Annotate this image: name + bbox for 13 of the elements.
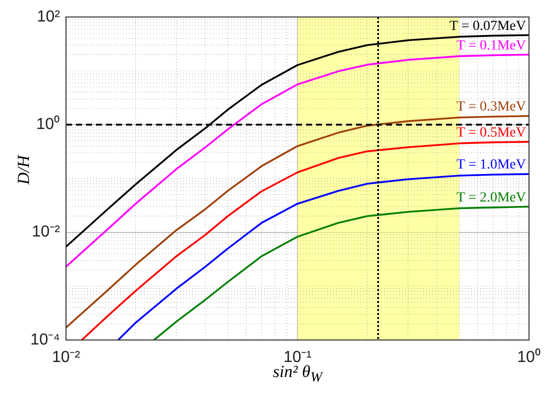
y-tick-label: 10⁰ (36, 115, 60, 134)
y-tick-label: 10⁻² (32, 224, 61, 241)
x-tick-label: 10⁰ (517, 348, 541, 366)
y-tick-label: 10⁻⁴ (30, 331, 60, 348)
y-tick-label: 10² (36, 8, 61, 26)
x-tick-label: 10⁻² (52, 349, 81, 366)
series-label: T = 0.07MeV (450, 18, 526, 34)
series-label: T = 0.5MeV (456, 126, 526, 140)
y-axis-title: D/H (14, 154, 34, 187)
series-label: T = 2.0MeV (456, 190, 526, 206)
series-label: T = 0.3MeV (456, 100, 526, 115)
series-label: T = 1.0MeV (456, 158, 526, 173)
series-label: T = 0.1MeV (456, 38, 526, 54)
